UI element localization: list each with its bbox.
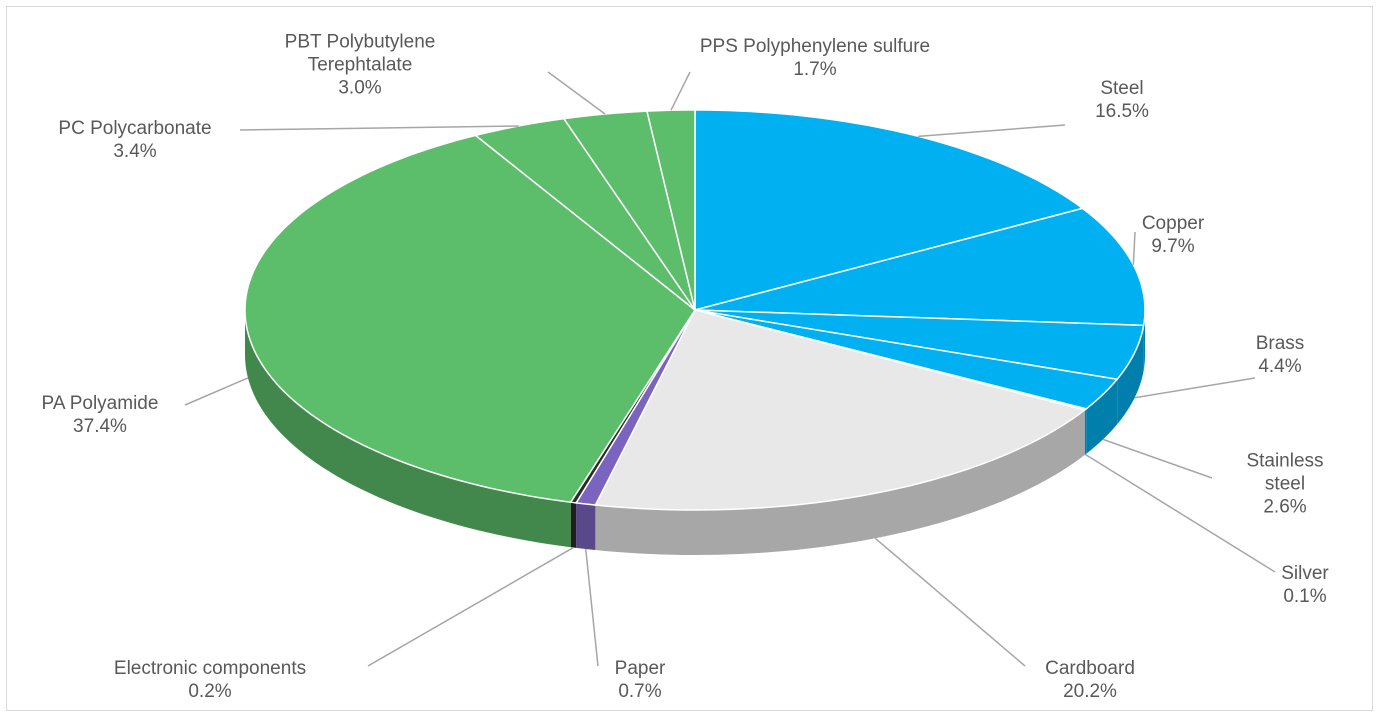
data-label: Brass 4.4% <box>1256 332 1305 378</box>
label-category: PC Polycarbonate <box>58 118 212 139</box>
data-label: PPS Polyphenylene sulfure 1.7% <box>700 35 930 81</box>
leader-line <box>1102 438 1213 479</box>
leader-line <box>239 125 519 131</box>
leader-line <box>584 548 599 667</box>
label-category: PA Polyamide <box>41 393 159 414</box>
data-label: Silver 0.1% <box>1281 562 1329 608</box>
slice <box>694 207 1146 327</box>
slice-side <box>1084 408 1087 455</box>
label-category: Cardboard <box>1045 658 1135 679</box>
data-label: Electronic components 0.2% <box>114 657 306 703</box>
label-category: Paper <box>614 658 666 679</box>
slice-side <box>595 410 1085 555</box>
label-category: Silver <box>1281 563 1329 584</box>
data-label: Copper 9.7% <box>1142 212 1204 258</box>
label-value: 9.7% <box>1151 236 1195 257</box>
label-category: Steel <box>1100 78 1144 99</box>
leader-line <box>367 546 574 667</box>
label-value: 3.4% <box>113 141 157 162</box>
data-label: Steel 16.5% <box>1095 77 1149 123</box>
slice <box>694 309 1145 381</box>
leader-line <box>874 537 1026 667</box>
label-value: 16.5% <box>1095 101 1149 122</box>
slice <box>473 117 696 311</box>
slice-side <box>576 502 596 551</box>
slice <box>694 109 1085 311</box>
label-value: 1.7% <box>793 59 837 80</box>
data-label: PBT Polybutylene Terephtalate 3.0% <box>240 31 480 100</box>
slice <box>244 134 696 504</box>
leader-line <box>547 71 606 115</box>
chart-frame <box>6 6 1373 711</box>
label-category: PBT Polybutylene Terephtalate <box>284 31 436 76</box>
label-value: 4.4% <box>1258 356 1302 377</box>
label-value: 3.0% <box>338 77 382 99</box>
slice-side <box>570 502 577 548</box>
slice <box>562 110 696 311</box>
label-category: PPS Polyphenylene sulfure <box>699 36 931 57</box>
slice-side <box>1117 325 1144 425</box>
leader-line <box>1085 453 1276 573</box>
label-value: 0.2% <box>188 681 232 702</box>
data-label: PA Polyamide 37.4% <box>42 392 159 438</box>
data-label: PC Polycarbonate 3.4% <box>58 117 211 163</box>
leader-line <box>1134 377 1256 399</box>
label-value: 0.1% <box>1283 586 1327 607</box>
label-value: 0.7% <box>618 681 662 702</box>
slice <box>646 109 696 311</box>
label-category: Brass <box>1255 333 1305 354</box>
label-category: Copper <box>1141 213 1205 234</box>
leader-line <box>918 124 1066 138</box>
leader-line <box>184 377 249 406</box>
label-category: Stainless steel <box>1246 450 1324 495</box>
slice <box>694 309 1119 410</box>
label-value: 2.6% <box>1263 496 1307 518</box>
data-label: Stainless steel 2.6% <box>1237 450 1333 519</box>
label-value: 37.4% <box>73 416 127 437</box>
label-value: 20.2% <box>1063 681 1117 702</box>
slice-side <box>1086 379 1118 454</box>
slice <box>594 309 1087 511</box>
label-category: Electronic components <box>113 658 307 679</box>
data-label: Cardboard 20.2% <box>1045 657 1135 703</box>
leader-line <box>1132 231 1136 265</box>
leader-line <box>670 71 691 111</box>
data-label: Paper 0.7% <box>615 657 666 703</box>
